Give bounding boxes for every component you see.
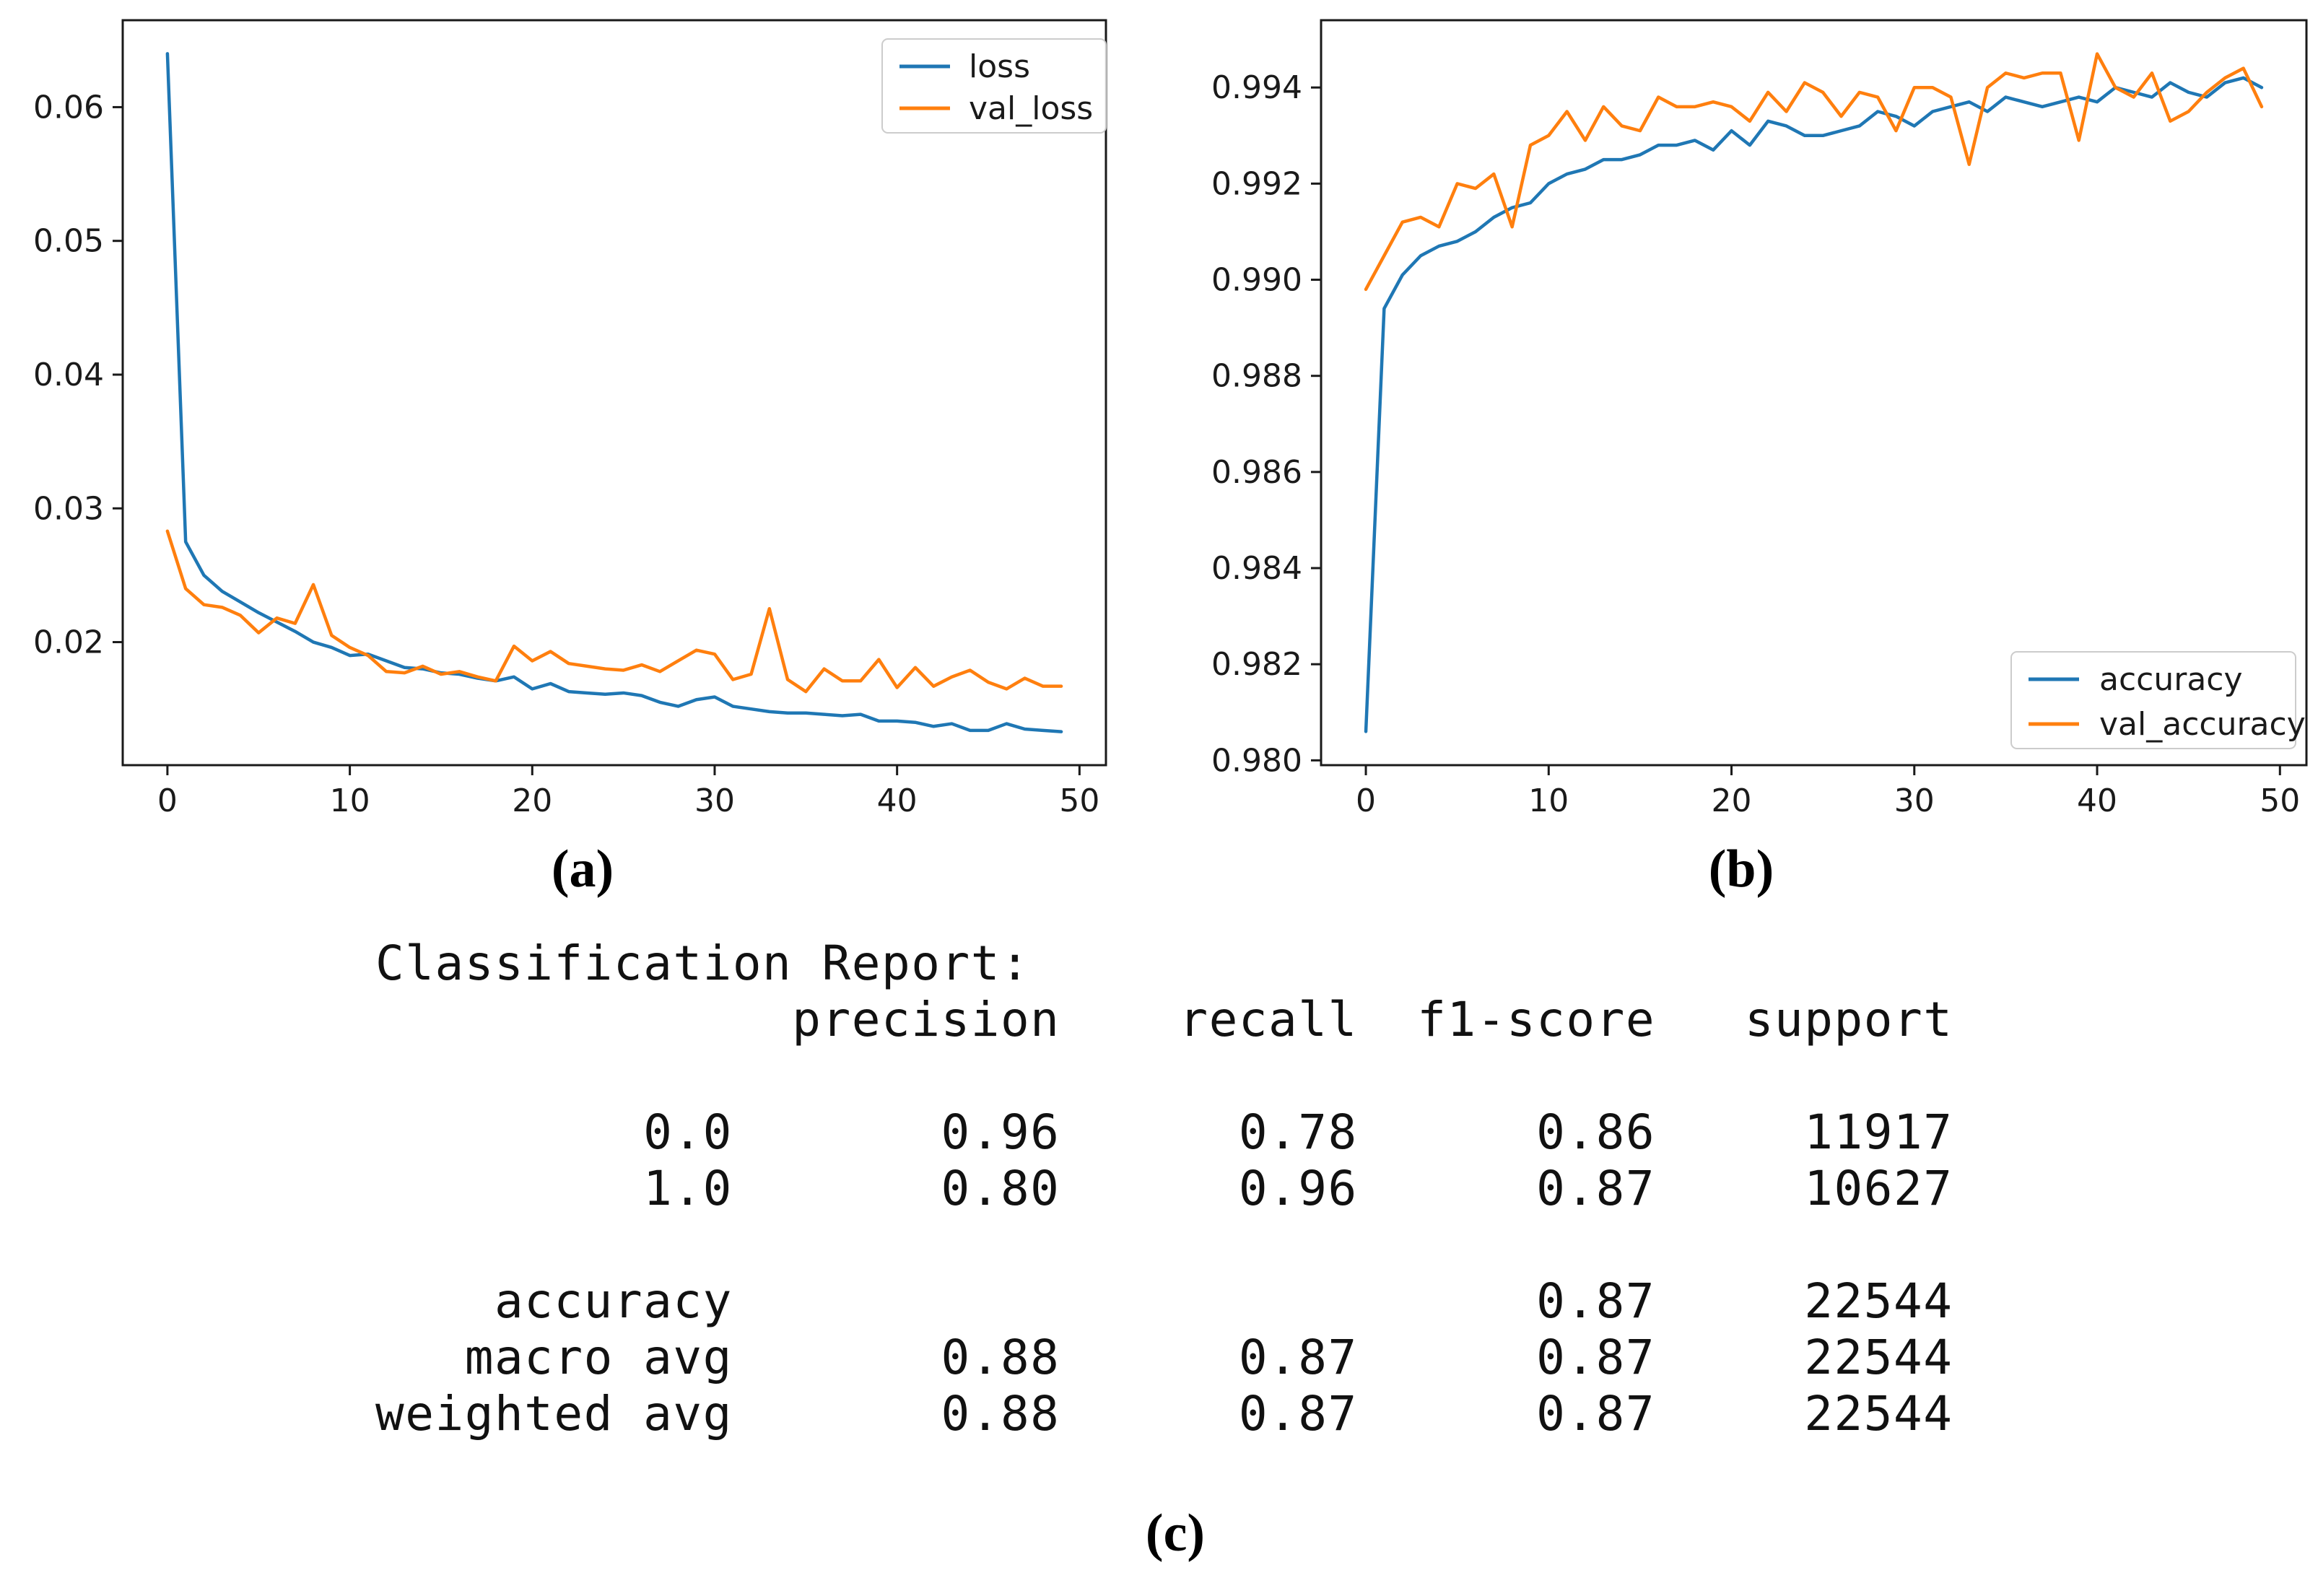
y-tick-label: 0.02 — [33, 624, 104, 661]
plot-border — [121, 19, 1107, 767]
x-tick-label: 10 — [1528, 782, 1569, 816]
y-tick-label: 0.980 — [1211, 742, 1302, 779]
x-tick-label: 20 — [1712, 782, 1752, 816]
y-tick-label: 0.992 — [1211, 165, 1302, 202]
x-tick-label: 0 — [157, 782, 178, 816]
panel-a-caption: (a) — [551, 840, 614, 899]
legend-val_loss-label: val_loss — [969, 90, 1093, 127]
panel-c-caption: (c) — [1145, 1504, 1206, 1563]
x-tick-label: 40 — [877, 782, 918, 816]
panel-b-caption: (b) — [1708, 840, 1774, 899]
y-tick-label: 0.06 — [33, 89, 104, 126]
series-val_accuracy-line — [1364, 52, 2264, 292]
y-tick-label: 0.994 — [1211, 69, 1302, 106]
x-tick-label: 40 — [2077, 782, 2117, 816]
accuracy-chart: 0.980 0.982 0.984 0.986 0.988 0.990 0.992 0.994… — [1211, 19, 2308, 816]
y-tick-label: 0.04 — [33, 357, 104, 393]
y-tick-label: 0.988 — [1211, 358, 1302, 395]
legend-accuracy-label: accuracy — [2099, 661, 2243, 698]
x-tick-label: 30 — [1894, 782, 1935, 816]
series-loss-line — [165, 52, 1063, 733]
x-tick-label: 50 — [2260, 782, 2300, 816]
legend-loss-label: loss — [969, 48, 1030, 85]
y-tick-label: 0.05 — [33, 223, 104, 260]
legend-box — [2010, 651, 2296, 749]
plot-border — [1320, 19, 2308, 767]
series-val_loss-line — [165, 529, 1063, 694]
series-accuracy-line — [1364, 76, 2264, 733]
legend-val_accuracy-label: val_accuracy — [2099, 706, 2306, 743]
x-tick-label: 20 — [512, 782, 552, 816]
x-tick-label: 0 — [1356, 782, 1376, 816]
classification-report-text: Classification Report: precision recall … — [375, 936, 1953, 1442]
y-tick-label: 0.990 — [1211, 262, 1302, 299]
y-tick-label: 0.984 — [1211, 550, 1302, 587]
loss-chart: 0.02 0.03 0.04 0.05 0.06 0 10 20 30 40 50 loss val_l… — [33, 19, 1107, 816]
y-tick-label: 0.982 — [1211, 646, 1302, 683]
x-tick-label: 30 — [694, 782, 735, 816]
x-tick-label: 10 — [330, 782, 370, 816]
x-tick-label: 50 — [1059, 782, 1099, 816]
y-tick-label: 0.03 — [33, 490, 104, 527]
y-tick-label: 0.986 — [1211, 454, 1302, 491]
